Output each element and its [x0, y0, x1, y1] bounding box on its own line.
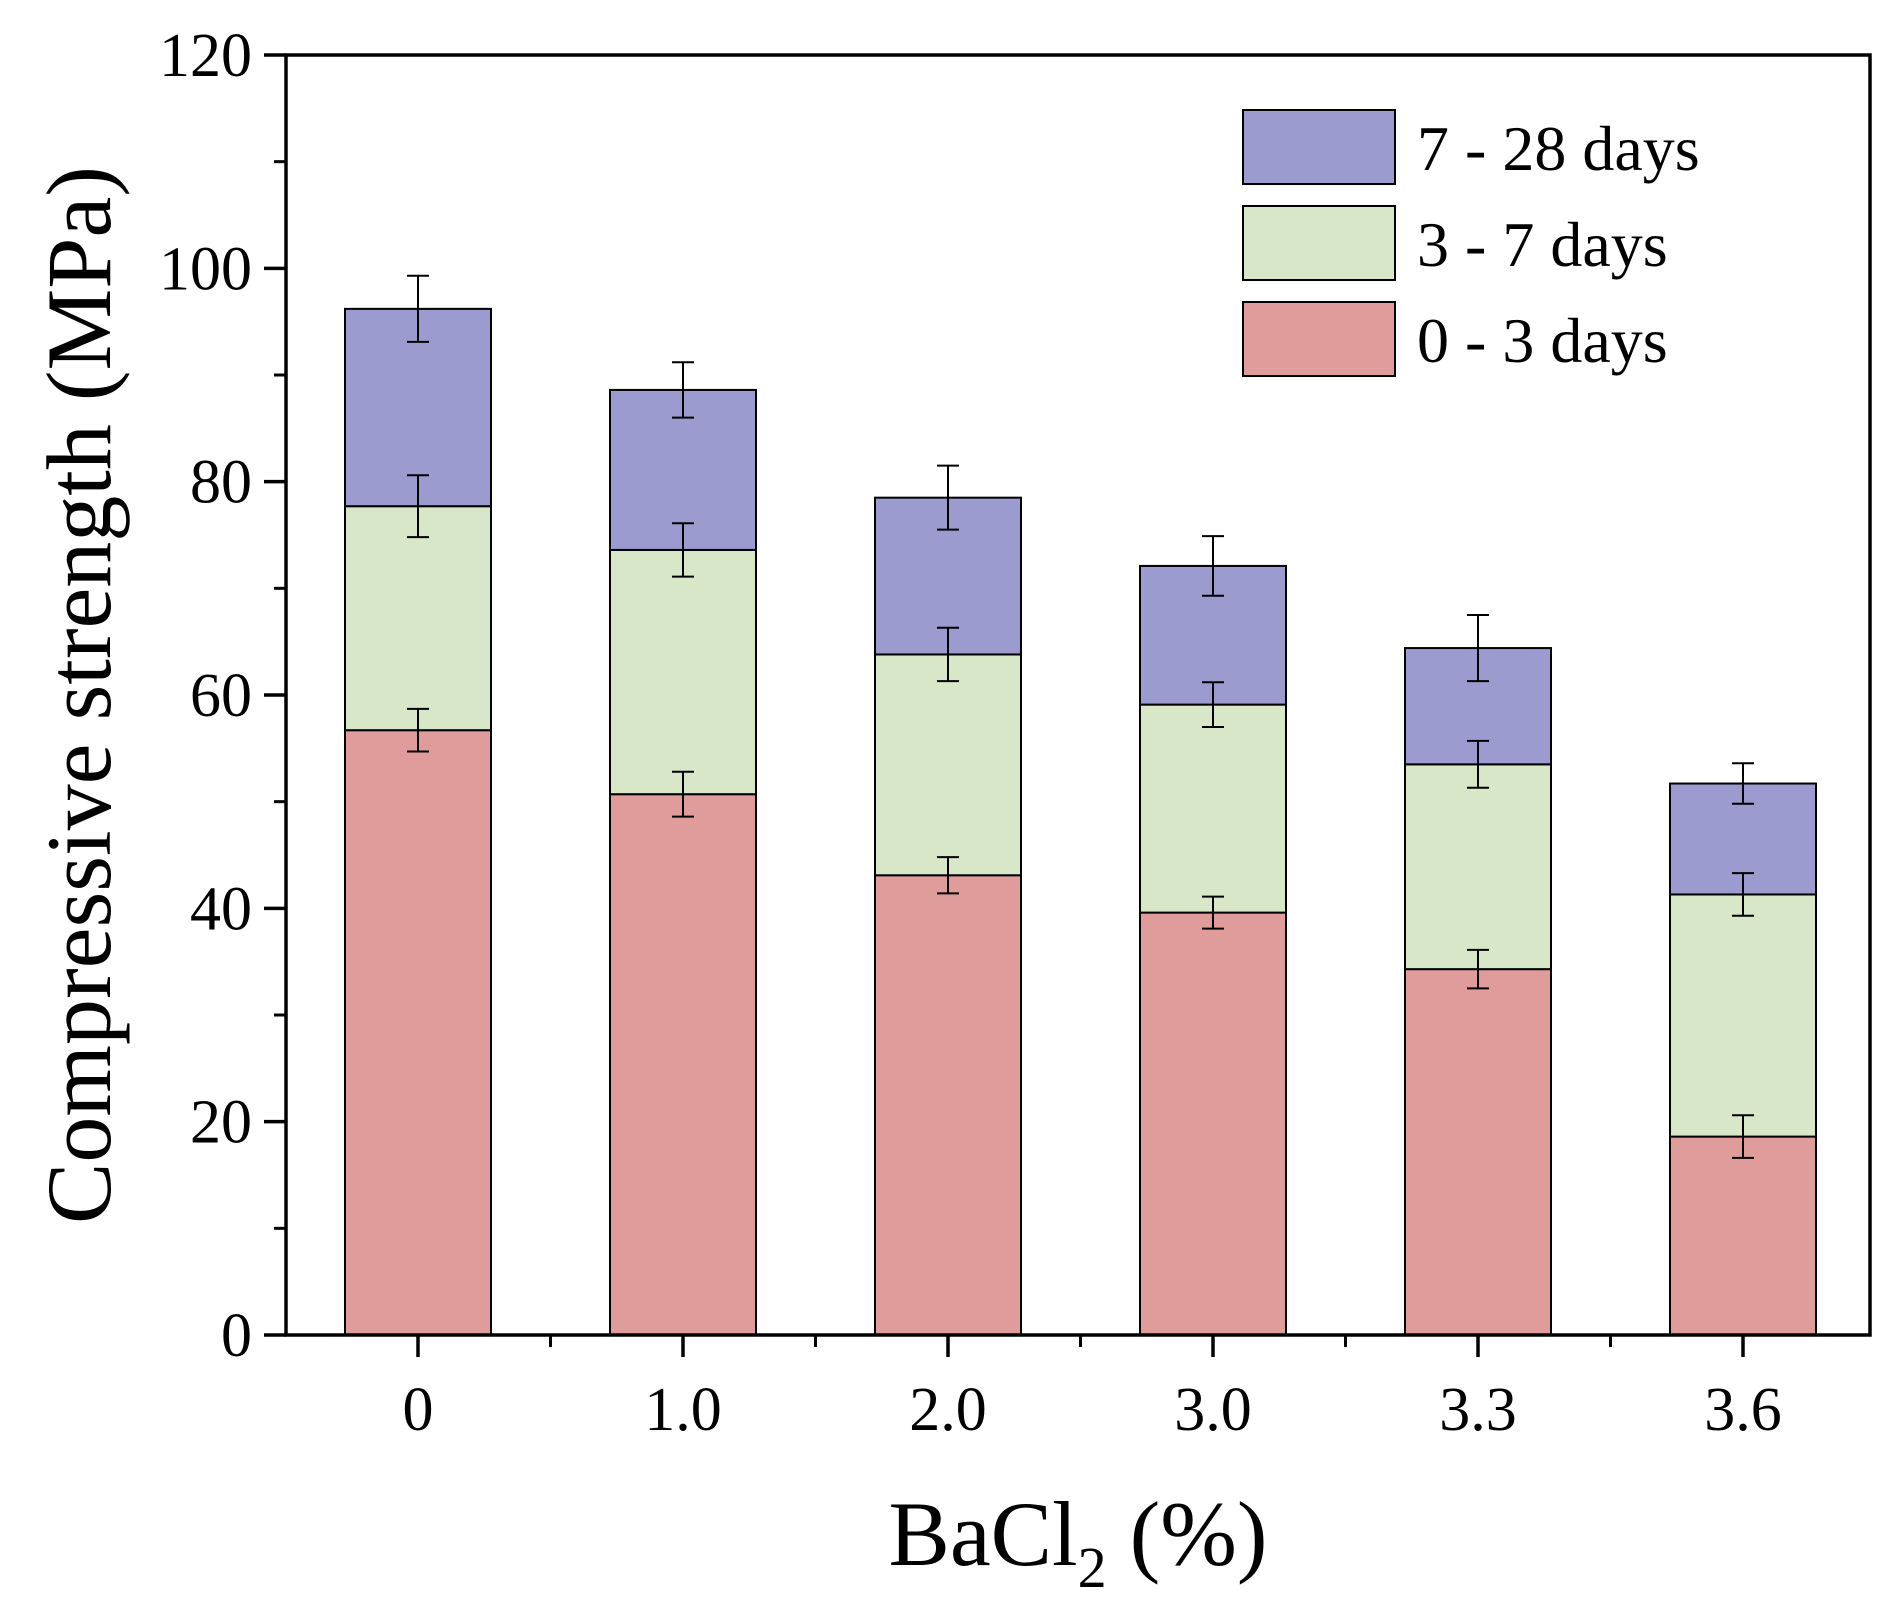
y-tick-label: 0: [221, 1302, 252, 1370]
bar-segment-2-1: [344, 505, 492, 732]
legend-swatch: [1242, 205, 1396, 281]
bar-segment-2-6: [1669, 893, 1817, 1138]
x-axis-title: BaCl2 (%): [888, 1483, 1267, 1600]
errorbars-layer: [407, 274, 1754, 1159]
x-axis-title-main: BaCl: [888, 1483, 1077, 1585]
bar-segment-2-2: [609, 548, 757, 796]
x-tick-label: 1.0: [644, 1376, 722, 1444]
y-tick-label: 20: [190, 1089, 252, 1157]
legend-label: 0 - 3 days: [1417, 305, 1668, 376]
bar-segment-2-4: [1139, 703, 1287, 914]
legend-label: 3 - 7 days: [1417, 209, 1668, 280]
bar-segment-1-4: [1139, 911, 1287, 1336]
x-axis-title-suffix: (%): [1107, 1483, 1268, 1585]
bar-segment-2-5: [1404, 763, 1552, 971]
legend: 7 - 28 days 3 - 7 days 0 - 3 days: [1242, 109, 1700, 377]
y-tick-label: 100: [159, 235, 252, 303]
y-tick-label: 60: [190, 662, 252, 730]
x-tick-label: 3.3: [1439, 1376, 1517, 1444]
legend-swatch: [1242, 301, 1396, 377]
y-tick-label: 80: [190, 449, 252, 517]
bar-segment-1-3: [874, 874, 1022, 1336]
y-tick-label: 120: [159, 22, 252, 90]
bar-segment-1-6: [1669, 1135, 1817, 1336]
x-axis-title-subscript: 2: [1078, 1535, 1107, 1600]
legend-swatch: [1242, 109, 1396, 185]
y-axis-title: Compressive strength (MPa): [28, 166, 130, 1224]
bar-segment-1-1: [344, 729, 492, 1336]
x-tick-label: 2.0: [909, 1376, 987, 1444]
bar-segment-2-3: [874, 653, 1022, 877]
x-tick-label: 0: [403, 1376, 434, 1444]
y-axis: 0 20 40 60 80 100 120: [159, 22, 286, 1370]
x-axis: 0 1.0 2.0 3.0 3.3 3.6: [403, 1335, 1782, 1444]
x-tick-label: 3.6: [1704, 1376, 1782, 1444]
bars-layer: [344, 307, 1817, 1337]
legend-label: 7 - 28 days: [1417, 113, 1700, 184]
x-tick-label: 3.0: [1174, 1376, 1252, 1444]
bar-segment-1-5: [1404, 968, 1552, 1337]
y-tick-label: 40: [190, 875, 252, 943]
bar-segment-1-2: [609, 793, 757, 1336]
